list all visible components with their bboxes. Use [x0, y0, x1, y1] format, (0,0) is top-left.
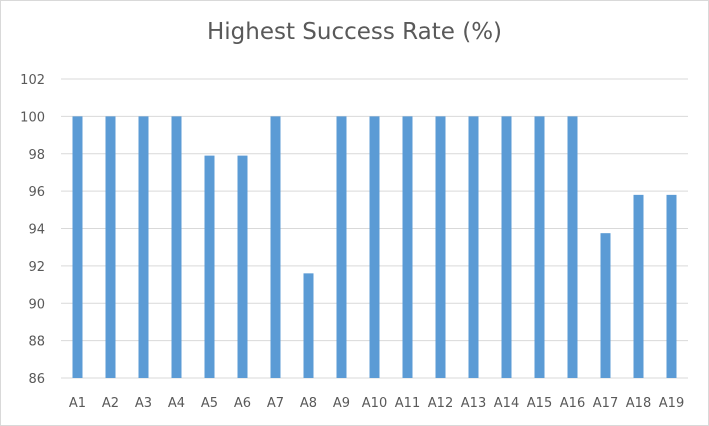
y-tick-label: 100 — [20, 110, 45, 125]
chart-title: Highest Success Rate (%) — [206, 19, 503, 45]
bar-A6 — [237, 155, 248, 378]
bar-A8 — [303, 273, 314, 378]
y-tick-label: 90 — [28, 297, 45, 312]
y-tick-label: 88 — [28, 335, 45, 350]
x-tick-label: A17 — [593, 396, 618, 411]
bar-A15 — [534, 116, 545, 378]
x-tick-label: A5 — [201, 396, 218, 411]
x-tick-label: A7 — [267, 396, 284, 411]
x-tick-label: A11 — [395, 396, 420, 411]
bar-A2 — [105, 116, 116, 378]
x-tick-label: A16 — [560, 396, 585, 411]
bar-A18 — [633, 194, 644, 378]
bar-A9 — [336, 116, 347, 378]
bar-A17 — [600, 233, 611, 378]
x-axis-category-labels: A1 A2 A3 A4 A5 A6 A7 A8 A9 A10 A11 A12 A13 A14 A15 A16 A… — [69, 396, 684, 411]
bar-A12 — [435, 116, 446, 378]
x-tick-label: A2 — [102, 396, 119, 411]
bar-A11 — [402, 116, 413, 378]
y-tick-label: 94 — [28, 223, 45, 238]
x-tick-label: A3 — [135, 396, 152, 411]
bar-A7 — [270, 116, 281, 378]
bar-A16 — [567, 116, 578, 378]
y-tick-label: 86 — [28, 372, 45, 387]
bar-A13 — [468, 116, 479, 378]
x-tick-label: A1 — [69, 396, 86, 411]
x-tick-label: A12 — [428, 396, 453, 411]
x-tick-label: A15 — [527, 396, 552, 411]
bar-A5 — [204, 155, 215, 378]
y-tick-label: 98 — [28, 148, 45, 163]
y-tick-label: 96 — [28, 185, 45, 200]
x-tick-label: A19 — [659, 396, 684, 411]
x-tick-label: A4 — [168, 396, 185, 411]
y-axis-tick-labels: 86 88 90 92 94 96 98 100 102 — [20, 73, 45, 387]
bar-A1 — [72, 116, 83, 378]
x-tick-label: A10 — [362, 396, 387, 411]
bar-A14 — [501, 116, 512, 378]
bar-A10 — [369, 116, 380, 378]
bar-A3 — [138, 116, 149, 378]
y-tick-label: 102 — [20, 73, 45, 88]
x-tick-label: A14 — [494, 396, 519, 411]
x-tick-label: A9 — [333, 396, 350, 411]
bar-A4 — [171, 116, 182, 378]
x-tick-label: A8 — [300, 396, 317, 411]
x-tick-label: A18 — [626, 396, 651, 411]
y-tick-label: 92 — [28, 260, 45, 275]
x-tick-label: A13 — [461, 396, 486, 411]
bar-A19 — [666, 194, 677, 378]
x-tick-label: A6 — [234, 396, 251, 411]
bar-series — [72, 116, 677, 378]
